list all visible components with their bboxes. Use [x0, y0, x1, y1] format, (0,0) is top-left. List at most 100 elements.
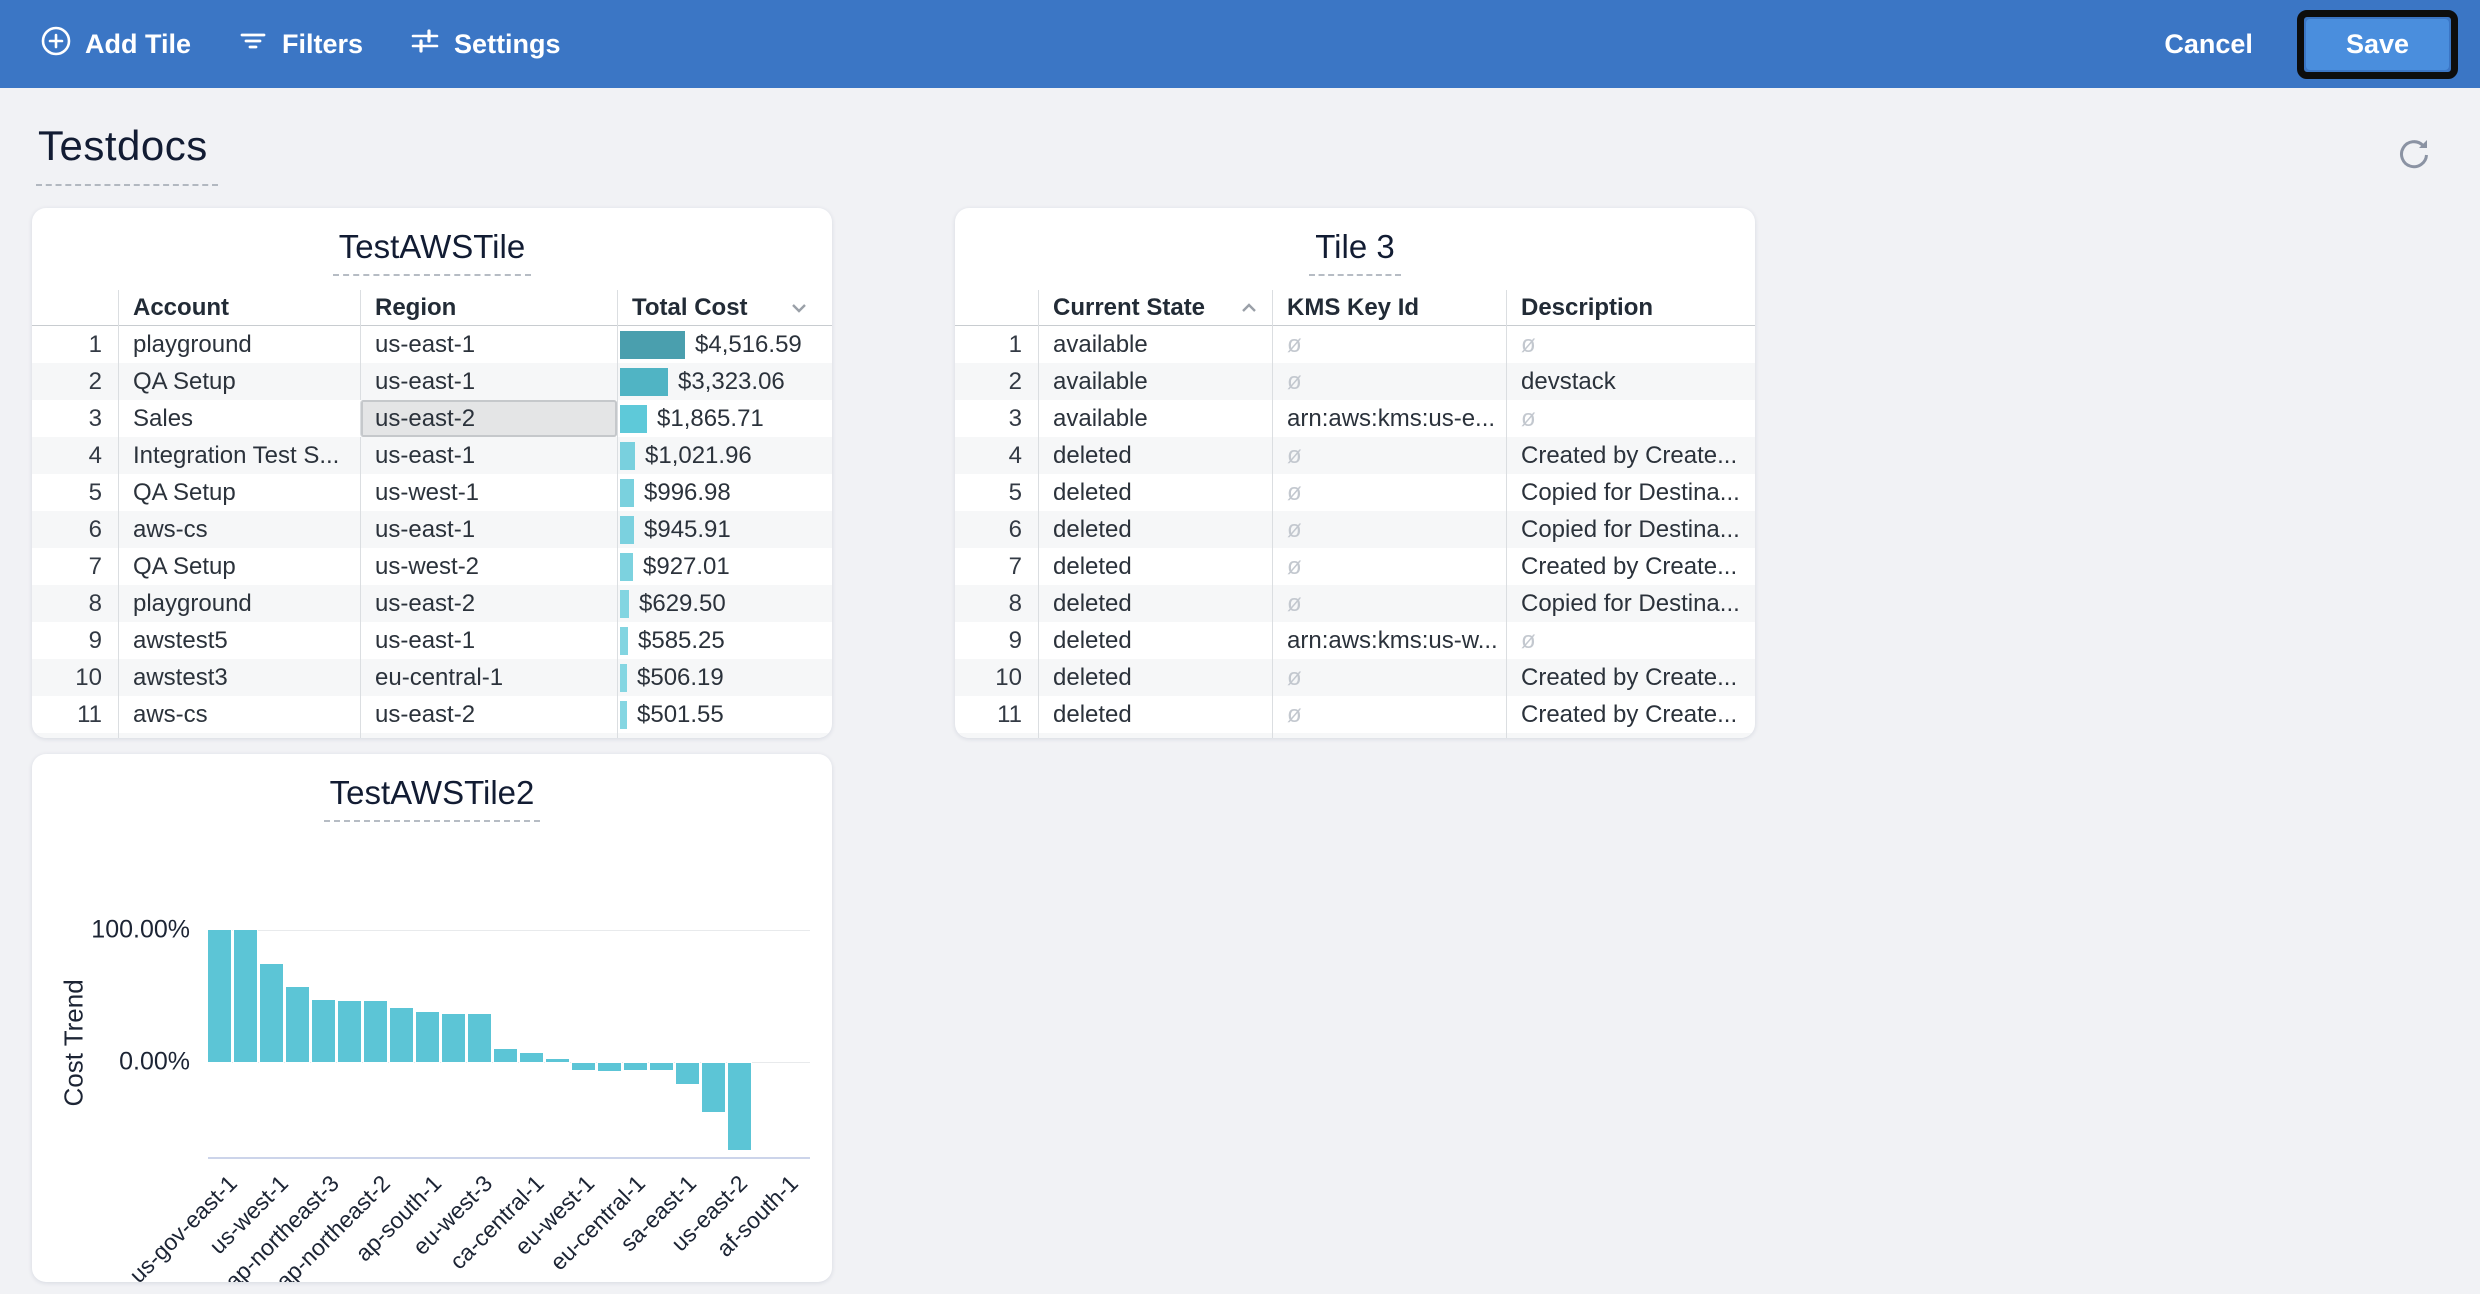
chart-bar[interactable]: [337, 1000, 362, 1063]
cell-description[interactable]: Created by Create...: [1506, 659, 1745, 696]
cell-total_cost[interactable]: $3,323.06: [617, 363, 822, 400]
cell-kms_key_id[interactable]: ø: [1272, 326, 1506, 363]
chart-bar[interactable]: [701, 1062, 726, 1113]
cell-account[interactable]: aws-cs: [118, 696, 360, 733]
cell-description[interactable]: [1506, 733, 1745, 738]
cell-region[interactable]: us-east-1: [360, 622, 617, 659]
cell-account[interactable]: QA Setup: [118, 548, 360, 585]
chart-bar[interactable]: [441, 1013, 466, 1063]
cell-region[interactable]: us-east-2: [360, 696, 617, 733]
cell-kms_key_id[interactable]: ø: [1272, 548, 1506, 585]
cell-description[interactable]: ø: [1506, 326, 1745, 363]
chart-bar[interactable]: [415, 1010, 440, 1063]
cell-account[interactable]: QA Setup: [118, 363, 360, 400]
cell-kms_key_id[interactable]: arn:aws:kms:us-w...: [1272, 622, 1506, 659]
cell-account[interactable]: Sales: [118, 400, 360, 437]
cell-region[interactable]: us-east-2: [360, 400, 617, 437]
cell-description[interactable]: Copied for Destina...: [1506, 474, 1745, 511]
cell-kms_key_id[interactable]: ø: [1272, 511, 1506, 548]
settings-button[interactable]: Settings: [409, 25, 561, 64]
cell-account[interactable]: playground: [118, 585, 360, 622]
cell-region[interactable]: eu-central-1: [360, 659, 617, 696]
cell-current_state[interactable]: available: [1038, 363, 1272, 400]
chart-bar[interactable]: [727, 1061, 752, 1152]
chart-bar[interactable]: [467, 1013, 492, 1063]
chart-bar[interactable]: [285, 985, 310, 1063]
cell-description[interactable]: Created by Create...: [1506, 437, 1745, 474]
cell-total_cost[interactable]: $945.91: [617, 511, 822, 548]
cell-description[interactable]: Created by Create...: [1506, 548, 1745, 585]
cell-current_state[interactable]: available: [1038, 400, 1272, 437]
cell-total_cost[interactable]: $4,516.59: [617, 326, 822, 363]
chevron-up-icon[interactable]: [1236, 295, 1262, 321]
column-header[interactable]: Account: [118, 290, 360, 326]
cell-description[interactable]: Copied for Destina...: [1506, 585, 1745, 622]
tile-title[interactable]: TestAWSTile2: [323, 768, 541, 822]
cell-current_state[interactable]: deleted: [1038, 659, 1272, 696]
cell-total_cost[interactable]: $1,021.96: [617, 437, 822, 474]
chart-bar[interactable]: [649, 1062, 674, 1071]
cell-total_cost[interactable]: $629.50: [617, 585, 822, 622]
chart-bar[interactable]: [545, 1057, 570, 1064]
cell-total_cost[interactable]: $585.25: [617, 622, 822, 659]
cell-account[interactable]: QA Setup: [118, 474, 360, 511]
add-tile-button[interactable]: Add Tile: [40, 25, 191, 64]
chart-bar[interactable]: [311, 998, 336, 1063]
cell-description[interactable]: Copied for Destina...: [1506, 511, 1745, 548]
cell-total_cost[interactable]: $501.55: [617, 696, 822, 733]
cell-region[interactable]: us-east-1: [360, 326, 617, 363]
cell-kms_key_id[interactable]: arn:aws:kms:us-e...: [1272, 400, 1506, 437]
cell-region[interactable]: us-west-1: [360, 474, 617, 511]
chart-bar[interactable]: [493, 1047, 518, 1063]
cell-description[interactable]: devstack: [1506, 363, 1745, 400]
cell-current_state[interactable]: deleted: [1038, 437, 1272, 474]
column-header[interactable]: Current State: [1038, 290, 1272, 326]
cell-current_state[interactable]: available: [1038, 326, 1272, 363]
chart-bar[interactable]: [389, 1006, 414, 1063]
cell-region[interactable]: us-east-1: [360, 363, 617, 400]
cell-region[interactable]: us-east-1: [360, 511, 617, 548]
cell-kms_key_id[interactable]: ø: [1272, 437, 1506, 474]
cell-account[interactable]: awstest3: [118, 659, 360, 696]
cell-description[interactable]: Created by Create...: [1506, 696, 1745, 733]
column-header[interactable]: KMS Key Id: [1272, 290, 1506, 326]
cell-total_cost[interactable]: $1,865.71: [617, 400, 822, 437]
cell-total_cost[interactable]: $996.98: [617, 474, 822, 511]
cell-current_state[interactable]: deleted: [1038, 622, 1272, 659]
chart-bar[interactable]: [519, 1051, 544, 1064]
cell-total_cost[interactable]: $927.01: [617, 548, 822, 585]
cell-total_cost[interactable]: $506.19: [617, 659, 822, 696]
tile-title[interactable]: Tile 3: [1309, 222, 1401, 276]
chart-bar[interactable]: [597, 1062, 622, 1072]
chart-bar[interactable]: [207, 929, 232, 1063]
cell-kms_key_id[interactable]: ø: [1272, 585, 1506, 622]
cell-account[interactable]: playground: [118, 326, 360, 363]
cell-total_cost[interactable]: [617, 733, 822, 738]
chart-bar[interactable]: [571, 1062, 596, 1071]
filters-button[interactable]: Filters: [237, 25, 363, 64]
cell-kms_key_id[interactable]: ø: [1272, 474, 1506, 511]
cell-current_state[interactable]: deleted: [1038, 585, 1272, 622]
column-header[interactable]: Total Cost: [617, 290, 822, 326]
save-button[interactable]: Save: [2305, 18, 2449, 70]
cell-account[interactable]: [118, 733, 360, 738]
cell-description[interactable]: ø: [1506, 400, 1745, 437]
cell-current_state[interactable]: deleted: [1038, 548, 1272, 585]
cell-kms_key_id[interactable]: ø: [1272, 659, 1506, 696]
chart-bar[interactable]: [363, 1000, 388, 1063]
chevron-down-icon[interactable]: [786, 295, 812, 321]
chart-bar[interactable]: [623, 1061, 648, 1072]
cell-kms_key_id[interactable]: ø: [1272, 363, 1506, 400]
cell-current_state[interactable]: deleted: [1038, 696, 1272, 733]
tile-title[interactable]: TestAWSTile: [332, 222, 532, 276]
cell-region[interactable]: [360, 733, 617, 738]
cell-kms_key_id[interactable]: ø: [1272, 696, 1506, 733]
chart-bar[interactable]: [675, 1061, 700, 1086]
cell-region[interactable]: us-west-2: [360, 548, 617, 585]
cell-region[interactable]: us-east-2: [360, 585, 617, 622]
page-title[interactable]: Testdocs: [36, 122, 218, 186]
column-header[interactable]: Description: [1506, 290, 1745, 326]
cell-account[interactable]: Integration Test S...: [118, 437, 360, 474]
cell-kms_key_id[interactable]: [1272, 733, 1506, 738]
cell-current_state[interactable]: [1038, 733, 1272, 738]
